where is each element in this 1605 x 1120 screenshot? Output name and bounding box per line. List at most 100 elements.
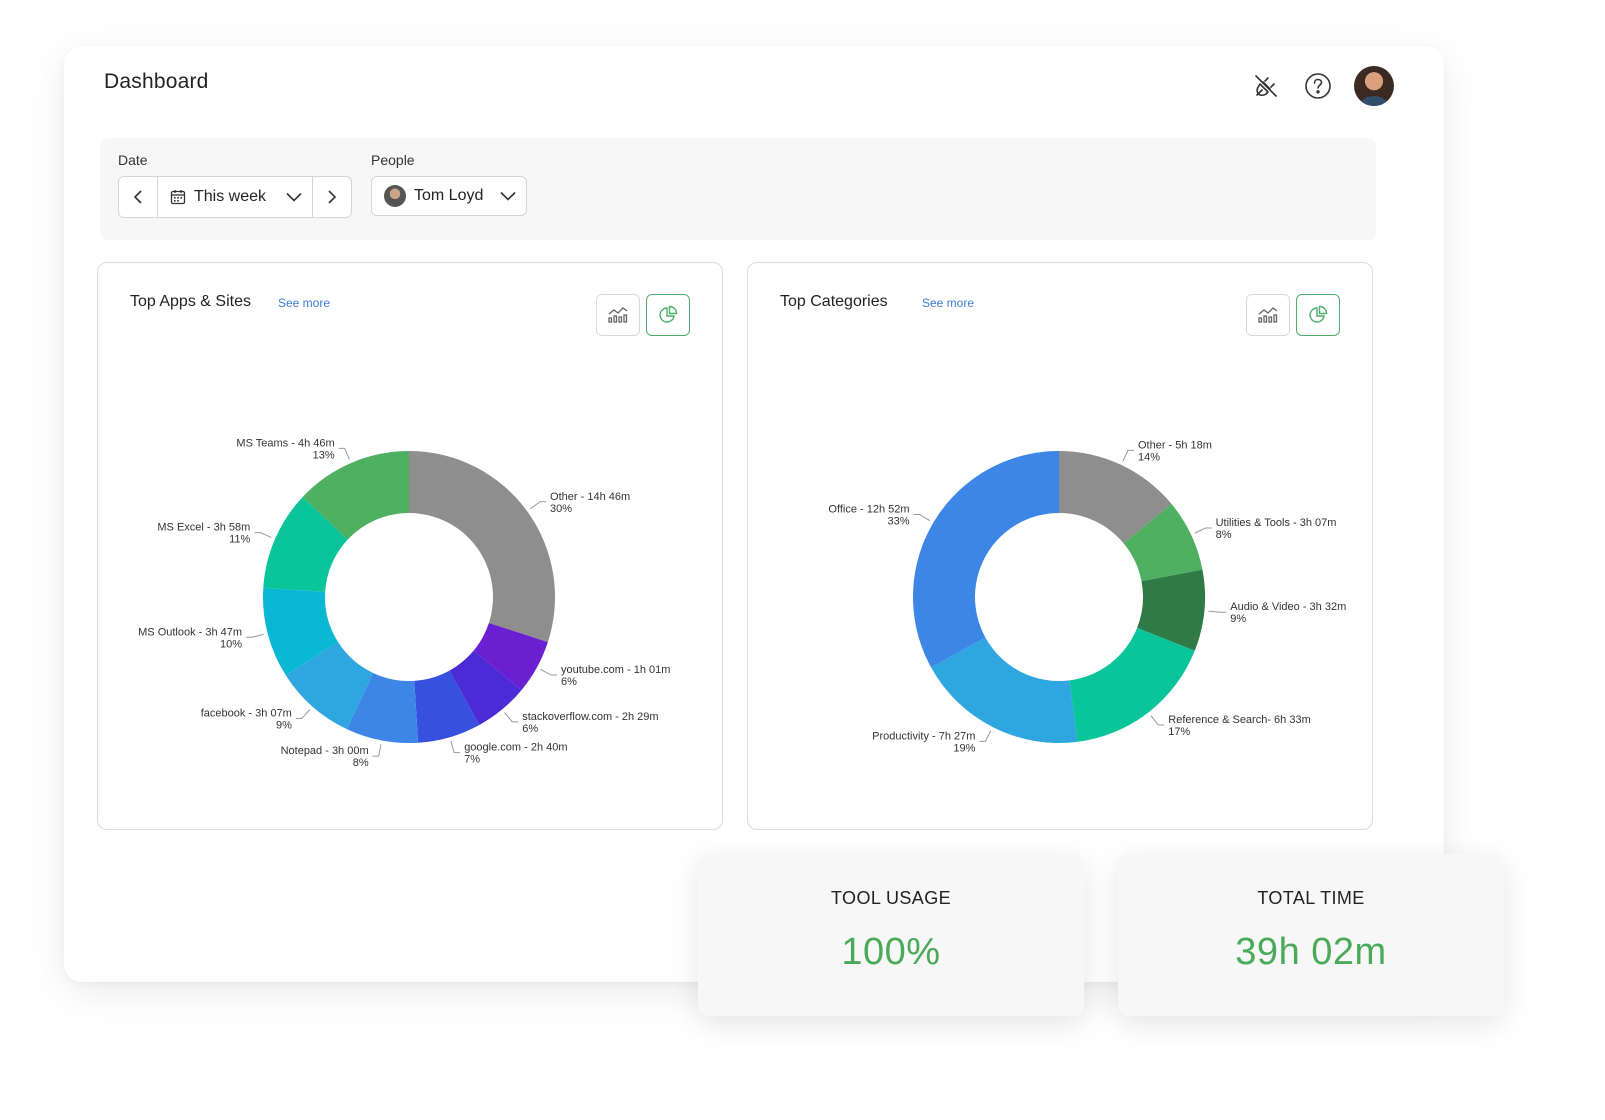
- bar-chart-icon: [608, 307, 628, 323]
- header-actions: [1250, 66, 1394, 106]
- slice-leader-line: [295, 709, 311, 720]
- page-title: Dashboard: [104, 70, 209, 93]
- slice-leader-line: [1208, 610, 1227, 613]
- slice-percent-label: 8%: [1216, 529, 1232, 541]
- slice-percent-label: 13%: [313, 449, 335, 461]
- donut-slice[interactable]: [1137, 569, 1205, 651]
- top-categories-view-toggle: [1246, 294, 1340, 336]
- slice-leader-line: [1194, 527, 1212, 534]
- filter-bar: Date This week: [100, 138, 1376, 240]
- donut-slice[interactable]: [263, 587, 339, 676]
- slice-leader-line: [450, 740, 461, 754]
- slice-leader-line: [338, 447, 350, 460]
- pie-chart-icon: [659, 305, 678, 323]
- top-apps-view-toggle: [596, 294, 690, 336]
- donut-slice[interactable]: [931, 637, 1078, 743]
- slice-percent-label: 7%: [464, 754, 480, 766]
- slice-leader-line: [246, 633, 264, 638]
- slice-label: Audio & Video - 3h 32m: [1230, 601, 1346, 613]
- donut-slice[interactable]: [1069, 627, 1195, 742]
- date-label: Date: [118, 152, 148, 168]
- slice-label: Productivity - 7h 27m: [872, 730, 975, 742]
- slice-label: google.com - 2h 40m: [464, 742, 567, 754]
- pie-chart-view-button[interactable]: [1296, 294, 1340, 336]
- top-categories-see-more-link[interactable]: See more: [922, 296, 975, 310]
- slice-percent-label: 6%: [522, 723, 538, 735]
- slice-label: youtube.com - 1h 01m: [561, 664, 670, 676]
- dashboard-card: Dashboard Date: [64, 46, 1444, 982]
- slice-leader-line: [504, 712, 519, 723]
- slice-percent-label: 14%: [1138, 451, 1160, 463]
- top-categories-card: Other - 5h 18m 14% Utilities & Tools - 3h …: [747, 262, 1373, 830]
- slice-percent-label: 6%: [561, 676, 577, 688]
- total-time-label: TOTAL TIME: [1257, 888, 1365, 908]
- plug-icon[interactable]: [1250, 70, 1282, 102]
- chevron-down-icon: [286, 192, 302, 202]
- next-week-button[interactable]: [313, 177, 351, 217]
- donut-slice[interactable]: [263, 497, 348, 592]
- donut-slice[interactable]: [414, 670, 480, 743]
- slice-percent-label: 30%: [550, 503, 572, 515]
- chevron-left-icon: [133, 190, 142, 204]
- top-apps-see-more-link[interactable]: See more: [278, 296, 331, 310]
- slice-leader-line: [913, 514, 931, 522]
- tool-usage-label: TOOL USAGE: [830, 888, 952, 908]
- chevron-down-icon: [500, 191, 516, 201]
- slice-leader-line: [1150, 715, 1165, 726]
- donut-slice[interactable]: [346, 673, 419, 743]
- slice-leader-line: [530, 501, 547, 510]
- chevron-right-icon: [328, 190, 337, 204]
- tool-usage-card: TOOL USAGE 100%: [698, 854, 1084, 1016]
- slice-leader-line: [540, 668, 557, 676]
- pie-chart-view-button[interactable]: [646, 294, 690, 336]
- slice-percent-label: 17%: [1168, 726, 1190, 738]
- donut-slice[interactable]: [302, 451, 409, 540]
- slice-leader-line: [254, 532, 272, 538]
- date-range-dropdown[interactable]: This week: [157, 177, 313, 217]
- slice-label: Reference & Search- 6h 33m: [1168, 714, 1310, 726]
- prev-week-button[interactable]: [119, 177, 157, 217]
- slice-label: Notepad - 3h 00m: [281, 745, 369, 757]
- top-apps-title: Top Apps & Sites: [130, 293, 251, 310]
- bar-chart-view-button[interactable]: [1246, 294, 1290, 336]
- slice-percent-label: 11%: [229, 534, 250, 546]
- pie-chart-icon: [1309, 305, 1328, 323]
- total-time-value: 39h 02m: [1235, 931, 1387, 973]
- slice-label: Office - 12h 52m: [828, 504, 909, 516]
- donut-slice[interactable]: [285, 642, 374, 730]
- donut-slice[interactable]: [449, 650, 522, 725]
- slice-label: Utilities & Tools - 3h 07m: [1216, 517, 1337, 529]
- slice-label: Other - 5h 18m: [1138, 439, 1212, 451]
- tool-usage-value: 100%: [841, 931, 941, 973]
- user-avatar[interactable]: [1354, 66, 1394, 106]
- people-dropdown[interactable]: Tom Loyd: [371, 176, 527, 216]
- calendar-icon: [170, 190, 186, 205]
- date-range-value: This week: [194, 188, 267, 205]
- slice-percent-label: 33%: [888, 516, 910, 528]
- slice-label: MS Outlook - 3h 47m: [138, 626, 242, 638]
- slice-percent-label: 8%: [353, 757, 369, 769]
- donut-slice[interactable]: [1123, 503, 1203, 582]
- donut-slice[interactable]: [913, 450, 1059, 668]
- slice-label: Other - 14h 46m: [550, 491, 630, 503]
- slice-percent-label: 19%: [953, 742, 975, 754]
- slice-percent-label: 9%: [276, 720, 292, 732]
- top-apps-card: Other - 14h 46m 30% youtube.com - 1h 01m 6%…: [97, 262, 723, 830]
- bar-chart-icon: [1258, 307, 1278, 323]
- donut-slice[interactable]: [409, 451, 555, 643]
- slice-label: facebook - 3h 07m: [201, 708, 292, 720]
- slice-label: MS Teams - 4h 46m: [236, 437, 334, 449]
- people-value: Tom Loyd: [414, 187, 484, 204]
- slice-percent-label: 10%: [220, 638, 242, 650]
- slice-percent-label: 9%: [1230, 613, 1246, 625]
- people-label: People: [371, 152, 415, 168]
- slice-leader-line: [372, 744, 382, 757]
- help-icon[interactable]: [1302, 70, 1334, 102]
- bar-chart-view-button[interactable]: [596, 294, 640, 336]
- donut-slice[interactable]: [1059, 451, 1172, 544]
- top-categories-title: Top Categories: [780, 293, 888, 310]
- date-picker: This week: [118, 176, 352, 218]
- person-avatar: [384, 185, 406, 207]
- donut-slice[interactable]: [473, 622, 548, 691]
